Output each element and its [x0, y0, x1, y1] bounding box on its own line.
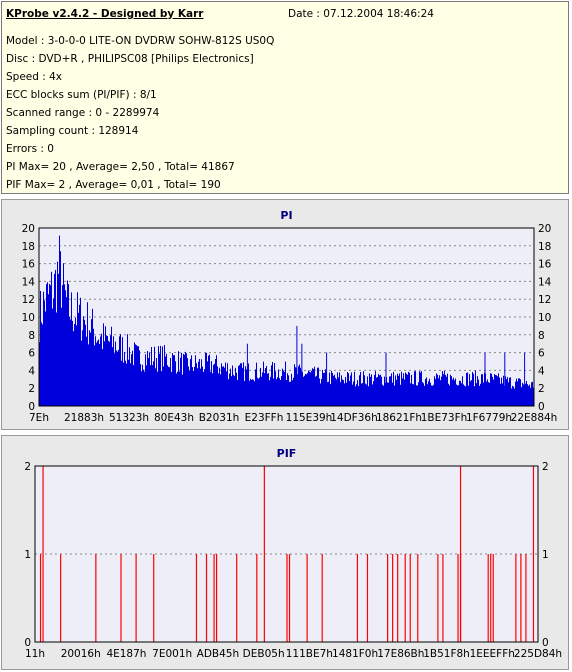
plot-border [38, 227, 535, 407]
x-tick-label: 7Eh [29, 412, 49, 424]
y-tick-label-right: 14 [538, 276, 552, 288]
ecc-line: ECC blocks sum (PI/PIF) : 8/1 [6, 89, 157, 101]
y-tick-label-right: 18 [538, 241, 551, 253]
y-tick-label-right: 10 [538, 312, 551, 324]
y-tick-label-right: 12 [538, 294, 551, 306]
x-tick-label: 14DF36h [330, 412, 378, 424]
chart-title: PIF [277, 447, 297, 460]
y-tick-label-left: 14 [22, 276, 36, 288]
y-tick-label-left: 18 [22, 241, 35, 253]
pi-chart: PI 0 0 2 2 4 4 6 6 8 8 10 10 12 12 14 14 16 16 18 18 20 20 7Eh 2… [22, 209, 558, 424]
x-tick-label: 22E884h [511, 412, 558, 424]
x-tick-label: 225D84h [514, 648, 562, 660]
y-tick-label-left: 0 [28, 401, 35, 413]
y-tick-label-right: 2 [542, 461, 549, 473]
y-tick-label-left: 1 [24, 549, 31, 561]
y-tick-label-right: 16 [538, 259, 552, 271]
x-tick-label: 11h [25, 648, 45, 660]
x-tick-label: DEB05h [243, 648, 285, 660]
y-tick-label-right: 8 [538, 330, 545, 342]
x-tick-label: B2031h [199, 412, 240, 424]
x-tick-label: 1B51F8h [423, 648, 470, 660]
y-tick-label-right: 2 [538, 383, 545, 395]
y-tick-label-left: 10 [22, 312, 35, 324]
x-tick-label: E23FFh [245, 412, 284, 424]
x-tick-label: 115E39h [286, 412, 333, 424]
sampling-line: Sampling count : 128914 [6, 125, 139, 137]
x-tick-label: ADB45h [197, 648, 240, 660]
y-tick-label-left: 16 [22, 259, 36, 271]
x-tick-label: 1F6779h [466, 412, 512, 424]
disc-line: Disc : DVD+R , PHILIPSC08 [Philips Elect… [6, 53, 254, 65]
x-tick-label: 7E001h [152, 648, 192, 660]
y-tick-label-left: 6 [28, 348, 35, 360]
y-tick-label-left: 8 [28, 330, 35, 342]
app-title: KProbe v2.4.2 - Designed by Karr [6, 8, 204, 20]
pi-chart-panel: PI 0 0 2 2 4 4 6 6 8 8 10 10 12 12 14 14 16 16 18 18 20 20 7Eh 2… [1, 199, 569, 430]
y-tick-label-right: 4 [538, 365, 545, 377]
x-tick-label: 1481F0h [332, 648, 378, 660]
x-tick-label: 80E43h [154, 412, 194, 424]
speed-line: Speed : 4x [6, 71, 63, 83]
y-tick-label-left: 2 [24, 461, 31, 473]
x-tick-label: 111BE7h [286, 648, 333, 660]
model-line: Model : 3-0-0-0 LITE-ON DVDRW SOHW-812S … [6, 35, 275, 47]
y-tick-label-left: 4 [28, 365, 35, 377]
plot-border [34, 465, 539, 643]
pif-chart-panel: PIF 0 0 1 1 2 2 11h 20016h 4E187h 7E001h ADB45h DEB0… [1, 435, 569, 670]
y-tick-label-right: 1 [542, 549, 549, 561]
x-tick-label: 1EEEFFh [470, 648, 515, 660]
chart-title: PI [280, 209, 292, 222]
x-tick-label: 4E187h [106, 648, 146, 660]
errors-line: Errors : 0 [6, 143, 54, 155]
y-tick-label-right: 0 [538, 401, 545, 413]
pif-summary-line: PIF Max= 2 , Average= 0,01 , Total= 190 [6, 179, 221, 191]
scan-date: Date : 07.12.2004 18:46:24 [288, 8, 434, 20]
x-tick-label: 51323h [109, 412, 149, 424]
x-tick-label: 17E86Bh [377, 648, 424, 660]
range-line: Scanned range : 0 - 2289974 [6, 107, 160, 119]
x-tick-label: 21883h [64, 412, 104, 424]
y-tick-label-left: 0 [24, 637, 31, 649]
x-tick-label: 20016h [61, 648, 101, 660]
y-tick-label-left: 12 [22, 294, 35, 306]
y-tick-label-left: 2 [28, 383, 35, 395]
pi-summary-line: PI Max= 20 , Average= 2,50 , Total= 4186… [6, 161, 235, 173]
pif-chart: PIF 0 0 1 1 2 2 11h 20016h 4E187h 7E001h ADB45h DEB0… [24, 447, 562, 660]
y-tick-label-right: 0 [542, 637, 549, 649]
y-tick-label-right: 6 [538, 348, 545, 360]
x-tick-label: 18621Fh [376, 412, 422, 424]
y-tick-label-left: 20 [22, 223, 35, 235]
info-panel: KProbe v2.4.2 - Designed by Karr Date : … [1, 1, 569, 194]
y-tick-label-right: 20 [538, 223, 551, 235]
x-tick-label: 1BE73Fh [421, 412, 468, 424]
